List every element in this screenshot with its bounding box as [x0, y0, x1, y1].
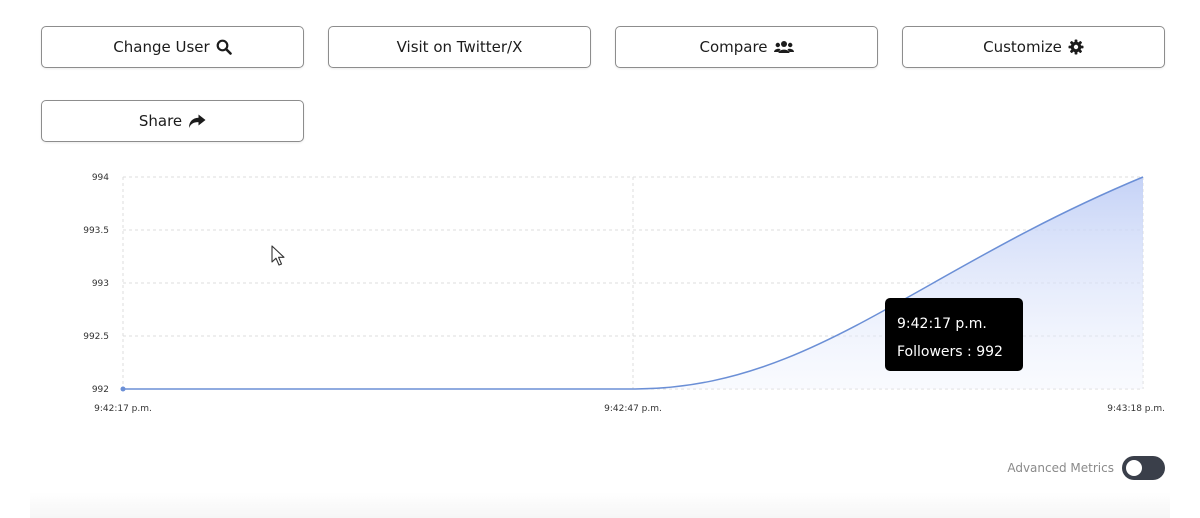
gear-icon [1068, 39, 1084, 55]
followers-line [123, 176, 1144, 390]
x-tick-label: 9:43:18 p.m. [1107, 404, 1165, 414]
y-tick-label: 994 [92, 173, 109, 183]
tooltip-time: 9:42:17 p.m. [897, 316, 987, 332]
search-icon [216, 39, 232, 55]
toggle-knob [1126, 460, 1142, 476]
visit-twitter-button[interactable]: Visit on Twitter/X [328, 26, 591, 68]
advanced-metrics-toggle[interactable] [1122, 456, 1165, 480]
followers-chart: 994 993.5 993 992.5 992 9:42:17 p.m. 9:42:47 … [83, 173, 1165, 414]
tooltip-followers: Followers : 992 [897, 344, 1003, 360]
mouse-cursor-icon [271, 245, 287, 272]
data-point-start[interactable] [120, 386, 126, 392]
x-tick-label: 9:42:47 p.m. [604, 404, 662, 414]
compare-label: Compare [699, 38, 768, 56]
y-tick-label: 993.5 [83, 226, 109, 236]
change-user-label: Change User [113, 38, 210, 56]
share-button[interactable]: Share [41, 100, 304, 142]
customize-label: Customize [983, 38, 1062, 56]
customize-button[interactable]: Customize [902, 26, 1165, 68]
share-label: Share [138, 112, 183, 130]
y-tick-label: 993 [92, 279, 109, 289]
share-arrow-icon [188, 114, 206, 129]
bottom-panel-edge [30, 492, 1170, 518]
visit-twitter-label: Visit on Twitter/X [396, 38, 523, 56]
compare-button[interactable]: Compare [615, 26, 878, 68]
chart-tooltip: 9:42:17 p.m. Followers : 992 [885, 298, 1023, 371]
advanced-metrics-label: Advanced Metrics [1007, 461, 1114, 475]
users-icon [773, 40, 794, 54]
y-tick-label: 992 [92, 385, 109, 395]
x-tick-label: 9:42:17 p.m. [94, 404, 152, 414]
y-tick-label: 992.5 [83, 332, 109, 342]
change-user-button[interactable]: Change User [41, 26, 304, 68]
